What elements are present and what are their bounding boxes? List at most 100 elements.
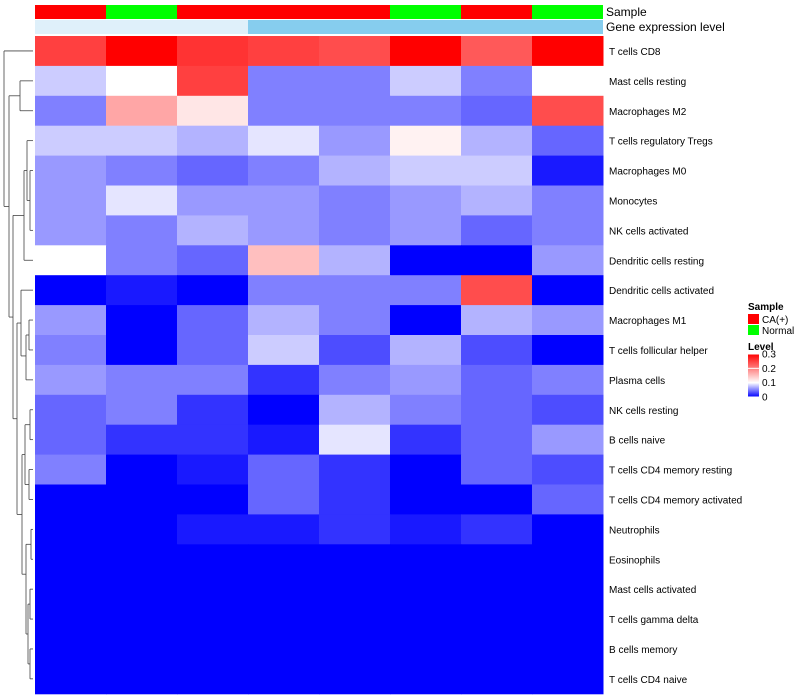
row-label: Monocytes xyxy=(609,196,657,207)
heatmap-cell xyxy=(532,663,604,695)
heatmap-cell xyxy=(177,394,249,426)
heatmap-cell xyxy=(177,364,249,396)
annotation-cell xyxy=(35,20,106,34)
heatmap-cell xyxy=(532,245,604,276)
annotation-cell xyxy=(532,20,603,34)
heatmap-cell xyxy=(106,95,178,127)
heatmap-cell xyxy=(35,454,107,485)
row-label: T cells CD8 xyxy=(609,47,661,58)
legend-level-title: Level xyxy=(748,342,774,353)
legend-sample-title: Sample xyxy=(748,302,784,313)
heatmap-cell xyxy=(248,125,320,157)
heatmap-cell xyxy=(35,544,107,575)
heatmap-cell xyxy=(390,484,462,515)
heatmap-cell xyxy=(461,95,533,127)
heatmap-cell xyxy=(248,544,320,575)
heatmap-cell xyxy=(390,95,462,127)
heatmap-cell xyxy=(248,424,320,456)
heatmap-cell xyxy=(248,574,320,605)
heatmap-cell xyxy=(106,335,178,366)
heatmap-cell xyxy=(319,604,391,635)
annotation-cell xyxy=(248,5,319,19)
heatmap-cell xyxy=(461,215,533,246)
heatmap-cell xyxy=(461,335,533,366)
heatmap-cell xyxy=(248,95,320,127)
heatmap-cell xyxy=(248,394,320,426)
row-label: T cells follicular helper xyxy=(609,346,708,357)
heatmap-cell xyxy=(177,155,249,186)
heatmap-cell xyxy=(461,484,533,515)
heatmap-cell xyxy=(532,185,604,216)
heatmap-cell xyxy=(390,275,462,306)
heatmap-cell xyxy=(106,454,178,485)
annotation-cell xyxy=(461,20,532,34)
heatmap-cell xyxy=(35,125,107,157)
annotation-cell xyxy=(177,5,248,19)
heatmap-cell xyxy=(106,394,178,426)
row-label: NK cells resting xyxy=(609,406,678,417)
heatmap-cell xyxy=(35,364,107,396)
heatmap-cell xyxy=(461,155,533,186)
annotation-cell xyxy=(248,20,319,34)
heatmap-cell xyxy=(177,36,249,67)
heatmap-cell xyxy=(106,125,178,157)
legend-swatch-ca xyxy=(748,314,759,324)
heatmap-cell xyxy=(390,185,462,216)
heatmap-cell xyxy=(319,245,391,276)
legend-label-ca: CA(+) xyxy=(762,315,788,326)
heatmap-cell xyxy=(319,155,391,186)
heatmap-cell xyxy=(177,65,249,97)
heatmap-cell xyxy=(35,394,107,426)
heatmap-cell xyxy=(248,65,320,97)
heatmap-cell xyxy=(461,364,533,396)
heatmap-cell xyxy=(319,95,391,127)
heatmap-cell xyxy=(35,424,107,456)
heatmap-cell xyxy=(319,335,391,366)
heatmap-cell xyxy=(390,604,462,635)
row-label: Neutrophils xyxy=(609,525,660,536)
heatmap-cell xyxy=(461,424,533,456)
heatmap-cell xyxy=(106,574,178,605)
heatmap-cell xyxy=(319,65,391,97)
heatmap-cell xyxy=(106,663,178,695)
legend-tick-label: 0.3 xyxy=(762,350,776,361)
legend-tick-label: 0 xyxy=(762,393,768,404)
heatmap-cell xyxy=(106,544,178,575)
heatmap-cell xyxy=(532,364,604,396)
row-label: B cells naive xyxy=(609,436,666,447)
row-label: Mast cells resting xyxy=(609,77,686,88)
heatmap-cell xyxy=(106,604,178,635)
heatmap-cell xyxy=(461,65,533,97)
annotation-cell xyxy=(35,5,106,19)
heatmap-cell xyxy=(35,305,107,336)
heatmap-cell xyxy=(248,215,320,246)
heatmap-cell xyxy=(461,544,533,575)
heatmap-cell xyxy=(106,514,178,545)
heatmap-cell xyxy=(461,185,533,216)
heatmap-cell xyxy=(532,305,604,336)
heatmap-cell xyxy=(35,275,107,306)
heatmap-cell xyxy=(319,364,391,396)
row-label: Macrophages M0 xyxy=(609,167,687,178)
heatmap-cell xyxy=(35,245,107,276)
heatmap-cell xyxy=(248,484,320,515)
row-label: Macrophages M2 xyxy=(609,107,687,118)
heatmap-cell xyxy=(177,125,249,157)
heatmap-cell xyxy=(319,215,391,246)
heatmap-cell xyxy=(319,424,391,456)
heatmap-cell xyxy=(248,36,320,67)
heatmap-cell xyxy=(319,125,391,157)
heatmap-cell xyxy=(532,634,604,665)
heatmap-cell xyxy=(106,185,178,216)
heatmap-cell xyxy=(177,663,249,695)
legend-label-normal: Normal xyxy=(762,326,794,337)
heatmap-cell xyxy=(248,245,320,276)
heatmap-cell xyxy=(248,275,320,306)
heatmap-cell xyxy=(248,185,320,216)
heatmap-cell xyxy=(532,484,604,515)
heatmap-cell xyxy=(106,155,178,186)
heatmap-cell xyxy=(390,215,462,246)
heatmap-cell xyxy=(319,454,391,485)
heatmap-cell xyxy=(390,544,462,575)
row-label: T cells regulatory Tregs xyxy=(609,137,713,148)
